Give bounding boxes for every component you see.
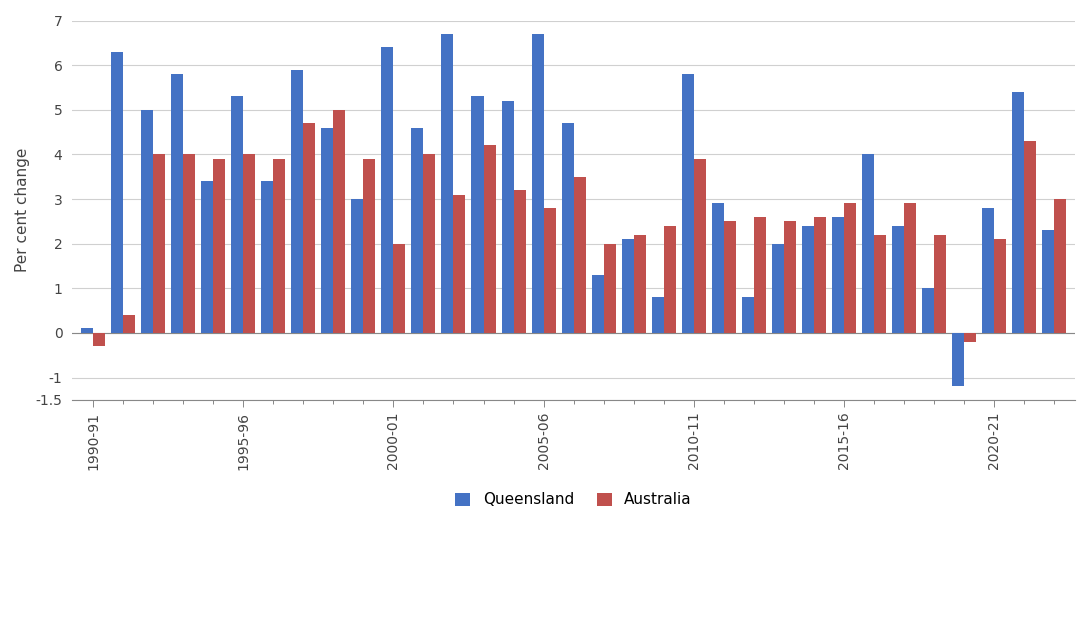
Bar [501, 101, 513, 333]
Bar [741, 297, 753, 333]
Bar [334, 110, 346, 333]
Bar [862, 155, 874, 333]
Bar [202, 181, 214, 333]
Bar [1042, 231, 1054, 333]
Bar [303, 123, 315, 333]
Bar [604, 244, 616, 333]
Bar [1012, 92, 1024, 333]
Bar [664, 226, 676, 333]
Bar [262, 181, 274, 333]
Bar [681, 74, 693, 333]
Bar [621, 239, 633, 333]
Bar [171, 74, 183, 333]
Bar [544, 208, 556, 333]
Bar [532, 34, 544, 333]
Bar [363, 159, 375, 333]
Bar [123, 315, 135, 333]
Bar [784, 221, 796, 333]
Bar [934, 235, 946, 333]
Bar [484, 145, 496, 333]
Bar [154, 155, 166, 333]
Bar [724, 221, 736, 333]
Bar [411, 128, 423, 333]
Bar [111, 52, 123, 333]
Bar [904, 204, 916, 333]
Bar [892, 226, 904, 333]
Bar [952, 333, 964, 386]
Bar [274, 159, 286, 333]
Bar [814, 217, 826, 333]
Bar [832, 217, 844, 333]
Bar [561, 123, 573, 333]
Bar [81, 328, 93, 333]
Bar [964, 333, 976, 342]
Bar [453, 194, 465, 333]
Bar [513, 190, 525, 333]
Y-axis label: Per cent change: Per cent change [15, 148, 31, 272]
Bar [1024, 141, 1036, 333]
Bar [423, 155, 436, 333]
Bar [982, 208, 994, 333]
Bar [753, 217, 766, 333]
Bar [322, 128, 334, 333]
Legend: Queensland, Australia: Queensland, Australia [449, 487, 698, 513]
Bar [994, 239, 1006, 333]
Bar [802, 226, 814, 333]
Bar [393, 244, 405, 333]
Bar [93, 333, 105, 346]
Bar [874, 235, 886, 333]
Bar [441, 34, 453, 333]
Bar [693, 159, 705, 333]
Bar [922, 288, 934, 333]
Bar [592, 275, 604, 333]
Bar [1054, 199, 1066, 333]
Bar [231, 97, 243, 333]
Bar [243, 155, 255, 333]
Bar [382, 47, 393, 333]
Bar [712, 204, 724, 333]
Bar [142, 110, 154, 333]
Bar [633, 235, 645, 333]
Bar [291, 70, 303, 333]
Bar [183, 155, 195, 333]
Bar [214, 159, 226, 333]
Bar [351, 199, 363, 333]
Bar [652, 297, 664, 333]
Bar [844, 204, 856, 333]
Bar [573, 177, 585, 333]
Bar [472, 97, 484, 333]
Bar [772, 244, 784, 333]
